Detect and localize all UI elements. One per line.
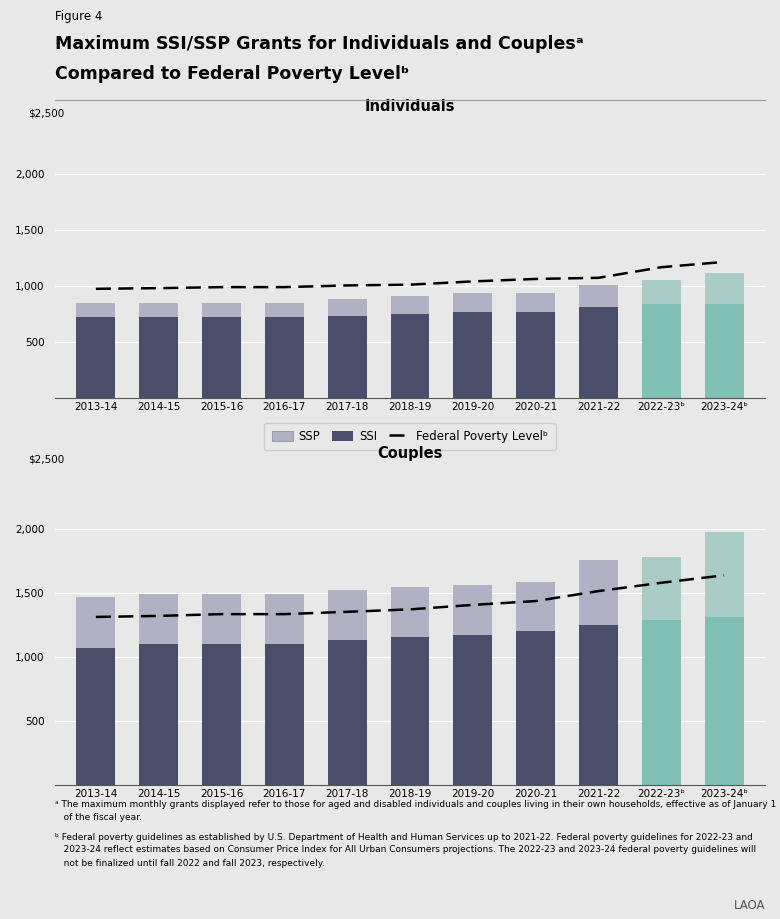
Bar: [579, 285, 618, 307]
Bar: [139, 594, 178, 644]
Bar: [76, 648, 115, 785]
Title: Individuals: Individuals: [365, 99, 456, 114]
Text: not be finalized until fall 2022 and fall 2023, respectively.: not be finalized until fall 2022 and fal…: [55, 858, 324, 868]
Title: Couples: Couples: [378, 446, 443, 461]
Bar: [516, 631, 555, 785]
Bar: [76, 302, 115, 317]
Bar: [704, 304, 743, 398]
Bar: [704, 532, 743, 618]
Bar: [328, 641, 367, 785]
Bar: [516, 292, 555, 312]
Bar: [265, 644, 304, 785]
Text: $2,500: $2,500: [28, 455, 65, 465]
Bar: [391, 314, 430, 398]
Bar: [704, 618, 743, 785]
Bar: [642, 557, 681, 620]
Bar: [139, 303, 178, 317]
Text: Figure 4: Figure 4: [55, 10, 102, 23]
Text: Compared to Federal Poverty Levelᵇ: Compared to Federal Poverty Levelᵇ: [55, 65, 410, 83]
Bar: [265, 317, 304, 398]
Bar: [579, 560, 618, 625]
Bar: [202, 594, 241, 644]
Bar: [139, 317, 178, 398]
Bar: [139, 644, 178, 785]
Bar: [391, 587, 430, 637]
Bar: [642, 279, 681, 304]
Bar: [391, 637, 430, 785]
Bar: [265, 303, 304, 317]
Bar: [642, 304, 681, 398]
Bar: [453, 635, 492, 785]
Text: ᵇ Federal poverty guidelines as established by U.S. Department of Health and Hum: ᵇ Federal poverty guidelines as establis…: [55, 833, 753, 842]
Bar: [453, 292, 492, 312]
Bar: [579, 625, 618, 785]
Bar: [328, 299, 367, 316]
Bar: [202, 644, 241, 785]
Bar: [453, 312, 492, 398]
Bar: [453, 585, 492, 635]
Bar: [391, 296, 430, 314]
Bar: [642, 620, 681, 785]
Bar: [328, 590, 367, 641]
Bar: [704, 273, 743, 304]
Bar: [76, 596, 115, 648]
Legend: SSP, SSI, Federal Poverty Levelᵇ: SSP, SSI, Federal Poverty Levelᵇ: [264, 423, 555, 450]
Bar: [202, 317, 241, 398]
Bar: [202, 303, 241, 317]
Text: LAOA: LAOA: [733, 899, 765, 912]
Bar: [516, 582, 555, 631]
Text: $2,500: $2,500: [28, 108, 65, 118]
Text: 2023-24 reflect estimates based on Consumer Price Index for All Urban Consumers : 2023-24 reflect estimates based on Consu…: [55, 845, 756, 855]
Bar: [76, 317, 115, 398]
Bar: [579, 307, 618, 398]
Text: ᵃ The maximum monthly grants displayed refer to those for aged and disabled indi: ᵃ The maximum monthly grants displayed r…: [55, 800, 776, 809]
Text: of the fiscal year.: of the fiscal year.: [55, 813, 142, 822]
Bar: [516, 312, 555, 398]
Bar: [265, 594, 304, 644]
Text: Maximum SSI/SSP Grants for Individuals and Couplesᵃ: Maximum SSI/SSP Grants for Individuals a…: [55, 35, 583, 53]
Bar: [328, 316, 367, 398]
